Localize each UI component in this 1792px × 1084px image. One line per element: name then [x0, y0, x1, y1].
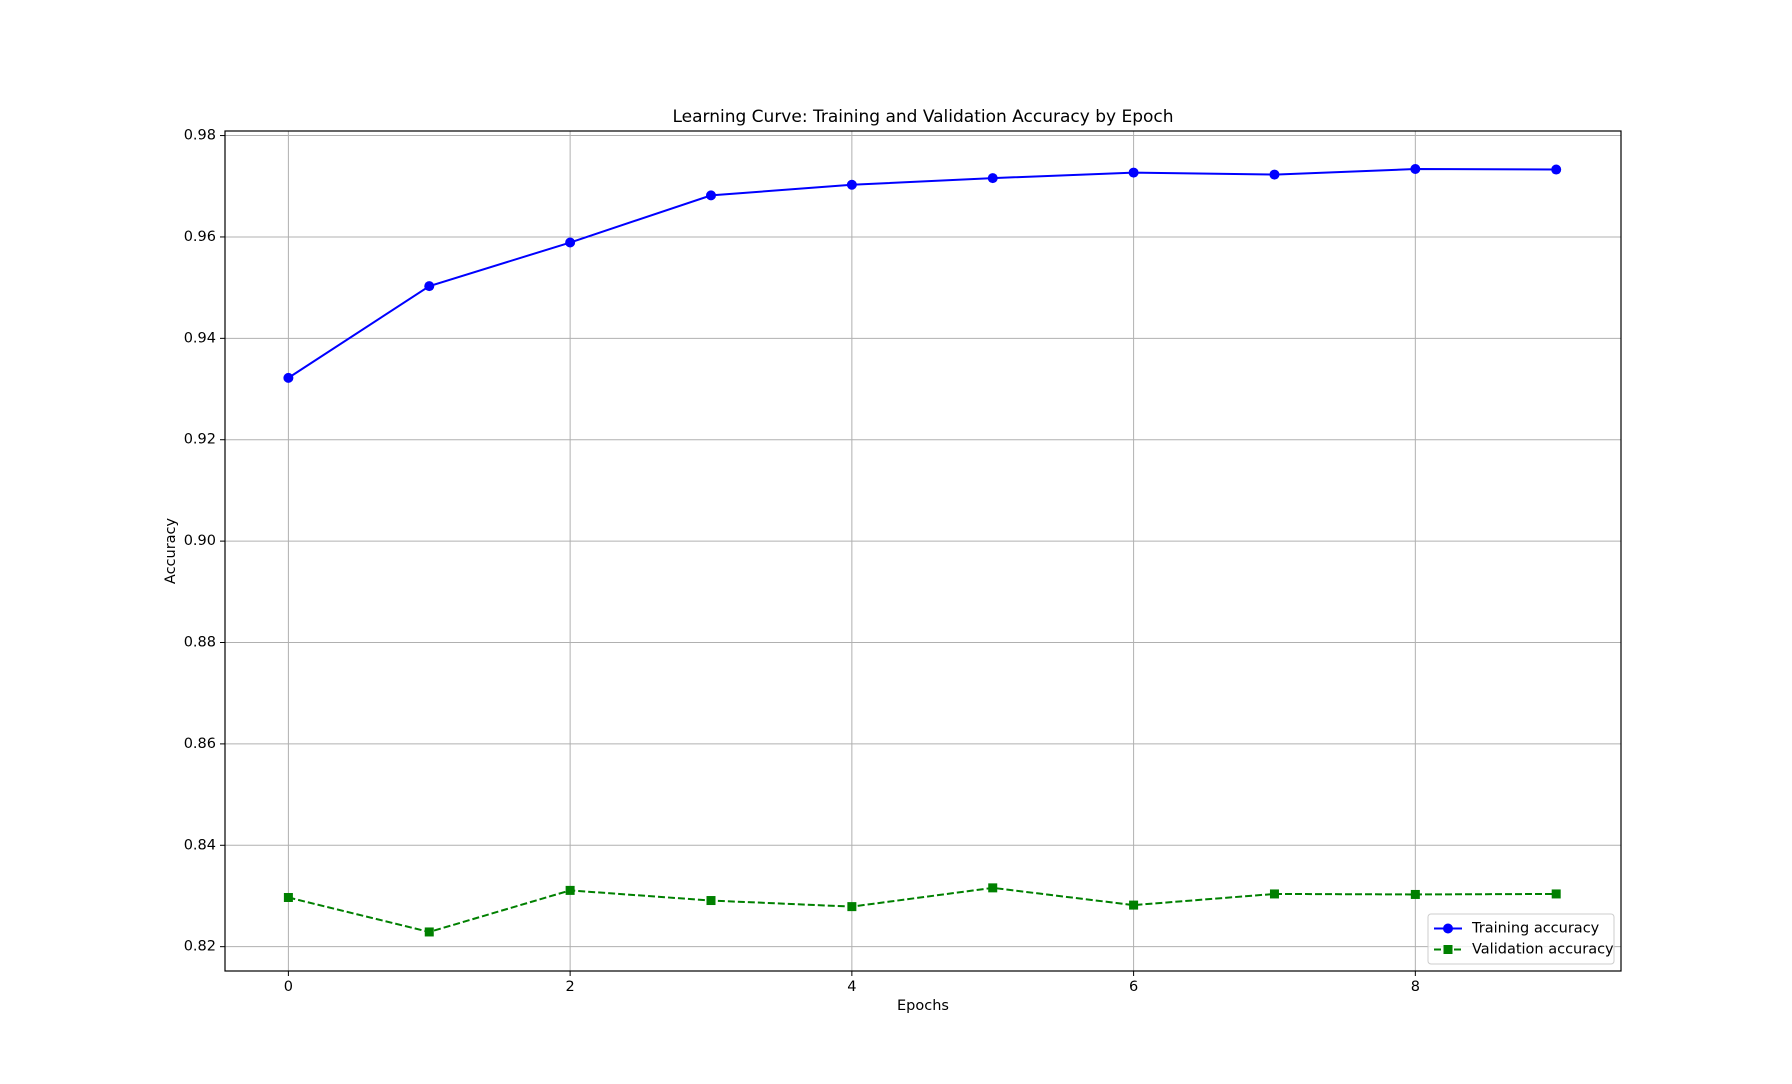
- marker: [1551, 164, 1562, 175]
- marker: [283, 892, 293, 902]
- x-tick-label: 8: [1411, 979, 1420, 995]
- y-tick-label: 0.98: [184, 128, 216, 144]
- marker: [1128, 167, 1139, 178]
- marker: [283, 372, 294, 383]
- marker: [1269, 889, 1279, 899]
- marker: [1410, 889, 1420, 899]
- marker: [846, 179, 857, 190]
- marker: [706, 896, 716, 906]
- legend-label: Validation accuracy: [1472, 942, 1614, 958]
- marker: [988, 883, 998, 893]
- y-tick-label: 0.94: [184, 330, 216, 346]
- y-tick-label: 0.96: [184, 229, 216, 245]
- x-tick-label: 2: [566, 979, 575, 995]
- x-tick-label: 4: [847, 979, 856, 995]
- legend-box: [1427, 913, 1615, 965]
- marker: [424, 927, 434, 937]
- marker: [705, 190, 716, 201]
- y-tick-label: 0.84: [184, 837, 216, 853]
- marker: [1443, 923, 1453, 934]
- x-tick-label: 0: [284, 979, 293, 995]
- y-tick-label: 0.92: [184, 432, 216, 448]
- y-tick-label: 0.82: [184, 939, 216, 955]
- legend: Training accuracy Validation accuracy: [1427, 913, 1615, 965]
- marker: [987, 173, 998, 184]
- y-tick-label: 0.86: [184, 736, 216, 752]
- y-tick-label: 0.90: [184, 533, 216, 549]
- y-tick-label: 0.88: [184, 635, 216, 651]
- marker: [1129, 900, 1139, 910]
- series-line: [287, 168, 1557, 379]
- x-axis-label: Epochs: [897, 998, 949, 1014]
- marker: [1269, 169, 1280, 180]
- legend-label: Training accuracy: [1471, 921, 1600, 937]
- marker: [565, 885, 575, 895]
- marker: [424, 281, 435, 292]
- plot-frame: [224, 130, 1622, 972]
- marker: [1410, 164, 1421, 175]
- marker: [565, 237, 576, 248]
- marker: [1551, 889, 1561, 899]
- x-tick-label: 6: [1129, 979, 1138, 995]
- y-axis-label: Accuracy: [163, 517, 179, 584]
- marker: [1443, 945, 1453, 954]
- chart-title: Learning Curve: Training and Validation …: [672, 107, 1173, 127]
- marker: [847, 902, 857, 912]
- series-line: [288, 886, 1557, 934]
